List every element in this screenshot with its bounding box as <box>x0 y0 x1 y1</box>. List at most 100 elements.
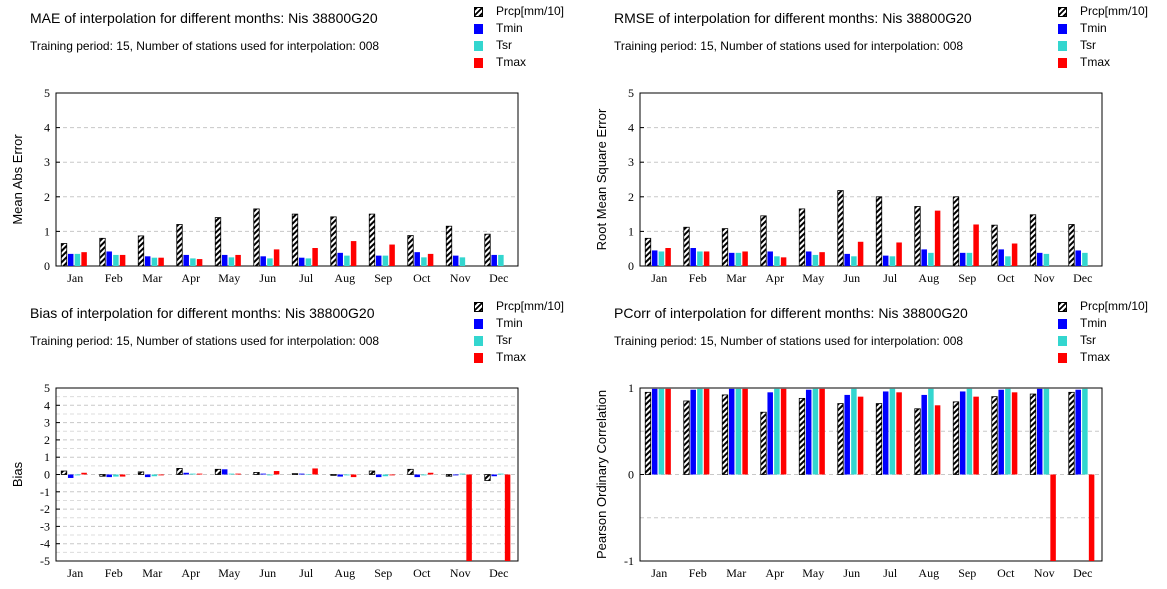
bar-tmax <box>934 405 941 475</box>
bar-tsr <box>966 252 973 266</box>
bar-tmax <box>896 392 902 475</box>
legend-label: Tsr <box>1080 38 1096 52</box>
bar-prcp <box>721 228 729 267</box>
x-tick-label: Feb <box>105 566 123 580</box>
x-tick-label: Mar <box>726 271 746 285</box>
bar-tmax <box>973 224 979 266</box>
y-tick-label: 5 <box>44 381 50 395</box>
bar-prcp <box>914 206 921 267</box>
bar-tmax <box>81 472 87 475</box>
bar-prcp <box>837 403 844 475</box>
bar-tsr <box>735 388 742 475</box>
bar-prcp <box>644 391 652 475</box>
bar-tsr <box>459 257 466 266</box>
tmax-swatch <box>474 58 483 68</box>
y-tick-label: 0 <box>44 259 50 273</box>
bar-prcp <box>214 468 222 475</box>
x-tick-label: Nov <box>450 271 471 285</box>
bar-tmax <box>780 388 787 475</box>
bar-prcp <box>176 468 183 475</box>
y-tick-label: 3 <box>628 155 634 169</box>
bar-tmin <box>998 389 1004 475</box>
bar-tmin <box>337 474 343 477</box>
plot-frame <box>639 387 1103 562</box>
chart-subtitle: Training period: 15, Number of stations … <box>30 334 380 348</box>
x-tick-label: Sep <box>958 271 976 285</box>
x-tick-label: Feb <box>689 566 707 580</box>
bar-tsr <box>1005 256 1011 266</box>
x-tick-label: May <box>218 566 240 580</box>
y-axis-label: Bias <box>10 461 25 487</box>
bar-prcp <box>644 237 652 267</box>
bar-tmax <box>703 388 710 475</box>
bar-tsr <box>421 257 427 266</box>
bar-tmin <box>651 388 658 475</box>
bar-tsr <box>382 255 389 266</box>
bar-tsr <box>658 251 665 266</box>
bar-tmax <box>857 241 864 266</box>
bar-prcp <box>253 472 260 475</box>
x-tick-label: Sep <box>374 566 392 580</box>
bar-tsr <box>498 254 504 266</box>
chart-title: Bias of interpolation for different mont… <box>30 305 375 321</box>
bar-tmax <box>235 473 241 475</box>
bar-tmin <box>298 257 305 266</box>
bar-tsr <box>113 254 119 266</box>
bar-tmin <box>221 469 228 475</box>
bar-tmax <box>1088 474 1095 561</box>
bar-tsr <box>1043 388 1050 475</box>
x-tick-label: Jan <box>67 566 83 580</box>
legend-label: Tmin <box>496 21 523 35</box>
x-tick-label: Apr <box>765 566 784 580</box>
bar-tsr <box>421 474 427 476</box>
bar-tmax <box>1050 474 1056 561</box>
bar-tmin <box>805 251 812 266</box>
legend-label: Tsr <box>1080 333 1096 347</box>
tmin-swatch <box>1058 319 1067 329</box>
bar-tmin <box>183 254 189 266</box>
x-tick-label: Feb <box>689 271 707 285</box>
bar-tsr <box>151 257 158 266</box>
chart-title: MAE of interpolation for different month… <box>30 10 378 26</box>
tsr-swatch <box>1058 41 1067 51</box>
x-tick-label: May <box>802 271 824 285</box>
bar-tmax <box>427 253 434 266</box>
bar-prcp <box>330 474 337 476</box>
bar-tsr <box>774 388 780 475</box>
bar-tmax <box>427 472 434 475</box>
bar-tmin <box>144 256 151 266</box>
y-tick-label: 0 <box>628 468 634 482</box>
bar-prcp <box>99 237 106 267</box>
legend-label: Tmax <box>496 55 526 69</box>
bar-tmin <box>690 248 696 266</box>
legend-label: Prcp[mm/10] <box>496 4 565 18</box>
y-tick-label: -5 <box>40 554 50 568</box>
bar-tmin <box>998 249 1004 266</box>
y-tick-label: 4 <box>44 398 50 412</box>
y-tick-label: 4 <box>628 121 634 135</box>
bar-tmax <box>742 388 748 475</box>
x-tick-label: Oct <box>997 271 1015 285</box>
bar-tmax <box>1011 392 1018 475</box>
bar-tsr <box>498 473 504 475</box>
bar-tmax <box>742 251 748 266</box>
bar-tmin <box>1075 389 1081 475</box>
bar-tsr <box>382 474 389 477</box>
bar-prcp <box>875 196 883 267</box>
x-tick-label: Jun <box>843 566 860 580</box>
x-tick-label: Dec <box>489 271 508 285</box>
plot-frame <box>55 387 519 562</box>
bar-prcp <box>798 397 806 475</box>
legend-label: Tmin <box>496 316 523 330</box>
bar-prcp <box>952 196 960 267</box>
bar-tmin <box>728 252 735 266</box>
x-tick-label: May <box>218 271 240 285</box>
chart-subtitle: Training period: 15, Number of stations … <box>614 334 964 348</box>
bar-tmax <box>389 244 395 266</box>
bar-tmin <box>183 472 189 475</box>
x-tick-label: Apr <box>181 271 200 285</box>
rmse-panel: RMSE of interpolation for different mont… <box>584 0 1167 294</box>
bar-prcp <box>60 470 68 475</box>
y-tick-label: -2 <box>40 502 50 516</box>
bar-tsr <box>305 474 312 475</box>
